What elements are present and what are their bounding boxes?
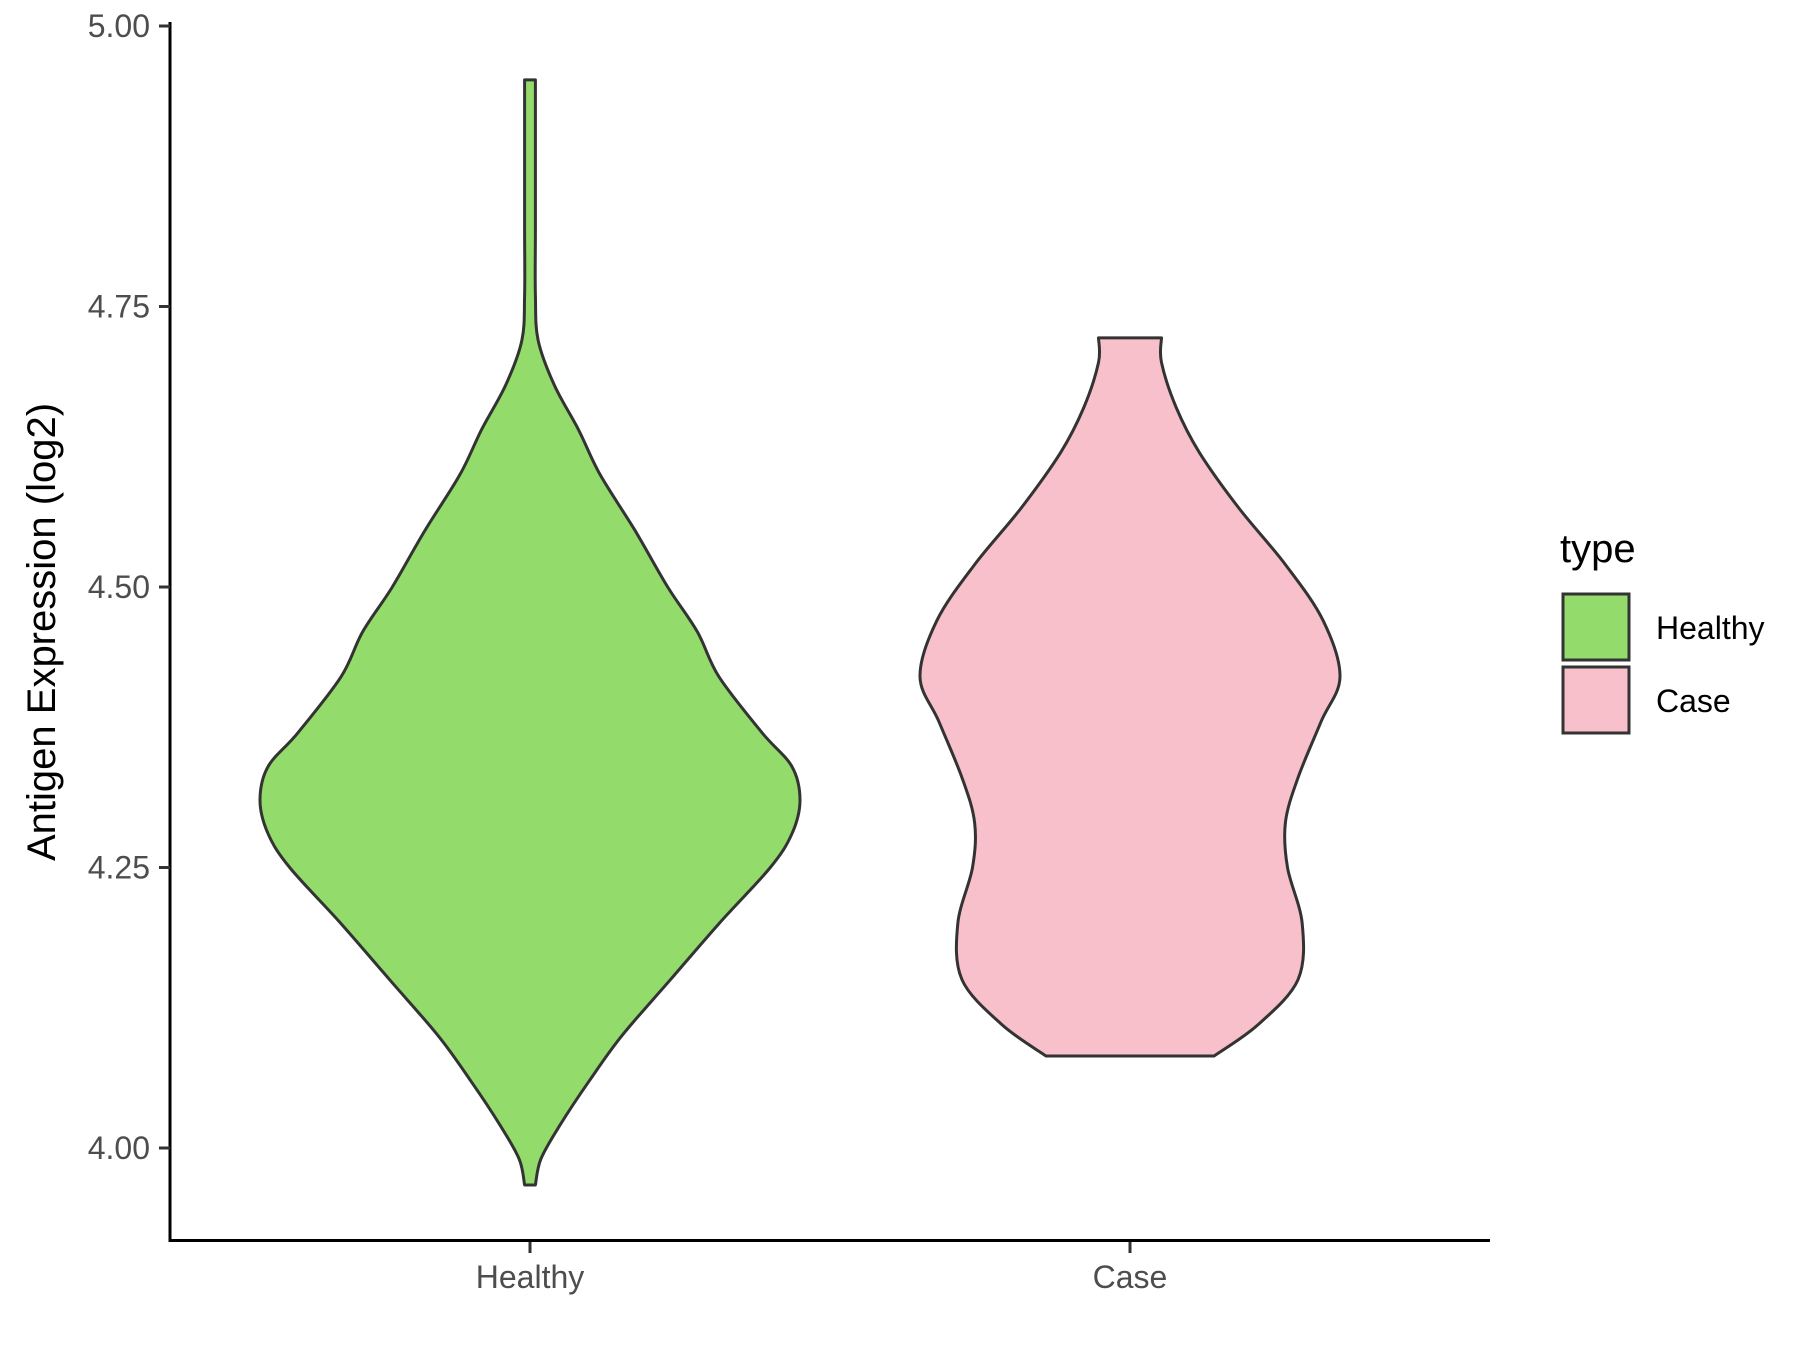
axes-layer xyxy=(168,22,1490,1242)
violin-case xyxy=(918,336,1342,1058)
legend-title: type xyxy=(1560,527,1636,571)
legend-swatch-healthy xyxy=(1561,592,1631,662)
x-tick-label: Case xyxy=(1093,1259,1168,1295)
y-tick-label: 5.00 xyxy=(88,8,150,44)
y-tick-label: 4.25 xyxy=(88,850,150,886)
violin-healthy xyxy=(258,78,802,1187)
y-ticks: 4.00 4.25 4.50 4.75 5.00 xyxy=(88,8,170,1166)
violins-layer xyxy=(258,78,1342,1187)
legend: type Healthy Case xyxy=(1560,527,1765,735)
y-axis-title: Antigen Expression (log2) xyxy=(20,403,64,861)
legend-swatch-case xyxy=(1561,665,1631,735)
y-tick-label: 4.00 xyxy=(88,1130,150,1166)
x-tick-label: Healthy xyxy=(476,1259,585,1295)
legend-label-case: Case xyxy=(1656,683,1731,719)
legend-label-healthy: Healthy xyxy=(1656,610,1765,646)
y-tick-label: 4.75 xyxy=(88,289,150,325)
y-tick-label: 4.50 xyxy=(88,569,150,605)
x-ticks: Healthy Case xyxy=(476,1242,1168,1295)
